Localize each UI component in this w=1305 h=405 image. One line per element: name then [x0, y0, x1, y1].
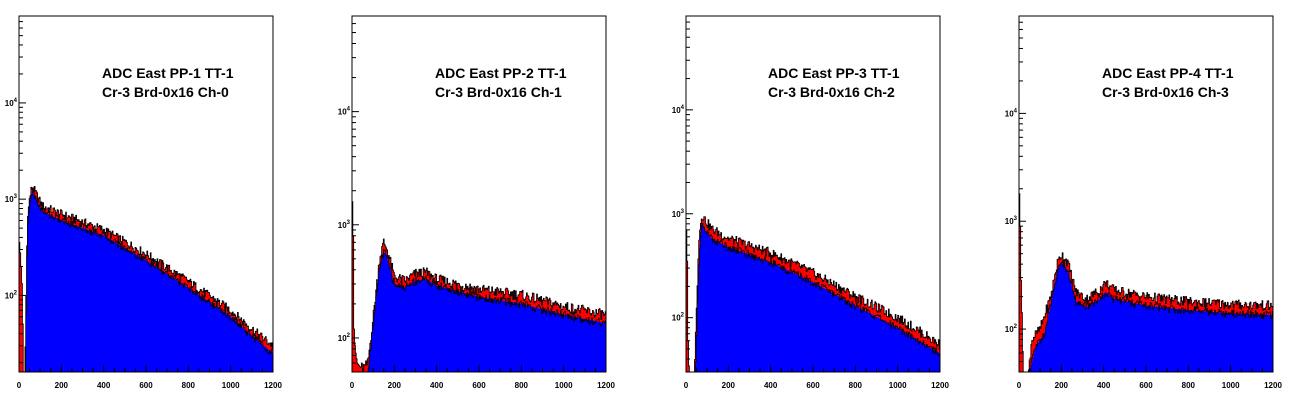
x-tick-label: 800 — [1182, 381, 1196, 390]
x-tick-label: 200 — [722, 381, 736, 390]
x-tick-label: 1000 — [555, 381, 573, 390]
chart-panel-1: 0 200 400 600 800 1000 1200 102 103 104 ADC East P… — [5, 15, 282, 390]
chart-title-line-2: Cr-3 Brd-0x16 Ch-3 — [1102, 84, 1229, 100]
x-tick-label: 400 — [764, 381, 778, 390]
x-tick-label: 0 — [350, 381, 355, 390]
chart-title-line-2: Cr-3 Brd-0x16 Ch-2 — [768, 84, 895, 100]
y-tick-label: 104 — [672, 105, 685, 115]
y-tick-label: 103 — [1005, 216, 1018, 226]
x-tick-label: 200 — [388, 381, 402, 390]
x-tick-label: 1000 — [889, 381, 907, 390]
chart-panel-3: 0 200 400 600 800 1000 1200 102 103 104 ADC East P… — [672, 15, 949, 390]
chart-title-line-1: ADC East PP-1 TT-1 — [102, 65, 234, 81]
x-tick-label: 0 — [684, 381, 689, 390]
x-tick-label: 0 — [1017, 381, 1022, 390]
x-tick-label: 400 — [1097, 381, 1111, 390]
chart-panel-2: 0 200 400 600 800 1000 1200 102 103 104 ADC East P… — [338, 15, 615, 390]
blue-histogram-outline — [19, 188, 274, 373]
blue-histogram — [1019, 262, 1273, 372]
blue-histogram-outline — [686, 222, 941, 373]
x-tick-label: 800 — [515, 381, 529, 390]
blue-histogram-outline — [1019, 260, 1274, 373]
x-tick-label: 400 — [97, 381, 111, 390]
y-tick-label: 103 — [672, 209, 685, 219]
blue-histogram — [686, 224, 940, 372]
y-tick-label: 102 — [5, 290, 18, 300]
y-tick-label: 102 — [1005, 324, 1018, 334]
x-tick-label: 1200 — [264, 381, 282, 390]
x-tick-label: 600 — [139, 381, 153, 390]
x-tick-label: 800 — [182, 381, 196, 390]
chart-title-line-2: Cr-3 Brd-0x16 Ch-0 — [102, 84, 229, 100]
chart-panel-4: 0 200 400 600 800 1000 1200 102 103 104 ADC East P… — [1005, 15, 1282, 390]
x-tick-label: 1200 — [597, 381, 615, 390]
x-tick-label: 200 — [1055, 381, 1069, 390]
chart-title-line-2: Cr-3 Brd-0x16 Ch-1 — [435, 84, 562, 100]
x-tick-label: 1000 — [222, 381, 240, 390]
chart-title-line-1: ADC East PP-2 TT-1 — [435, 65, 567, 81]
x-tick-label: 600 — [806, 381, 820, 390]
x-tick-label: 400 — [430, 381, 444, 390]
blue-histogram — [19, 192, 273, 372]
y-tick-label: 102 — [338, 333, 351, 343]
x-tick-label: 600 — [1139, 381, 1153, 390]
x-tick-label: 1000 — [1222, 381, 1240, 390]
blue-histogram-outline — [352, 248, 607, 373]
y-tick-label: 104 — [5, 98, 18, 108]
y-tick-label: 104 — [338, 107, 351, 117]
y-tick-label: 103 — [338, 220, 351, 230]
chart-title-line-1: ADC East PP-4 TT-1 — [1102, 65, 1234, 81]
y-tick-label: 104 — [1005, 108, 1018, 118]
chart-title-line-1: ADC East PP-3 TT-1 — [768, 65, 900, 81]
x-tick-label: 1200 — [1264, 381, 1282, 390]
x-tick-label: 1200 — [931, 381, 949, 390]
x-tick-label: 200 — [55, 381, 69, 390]
x-tick-label: 600 — [472, 381, 486, 390]
y-tick-label: 103 — [5, 194, 18, 204]
y-tick-label: 102 — [672, 313, 685, 323]
x-tick-label: 800 — [849, 381, 863, 390]
x-tick-label: 0 — [17, 381, 22, 390]
